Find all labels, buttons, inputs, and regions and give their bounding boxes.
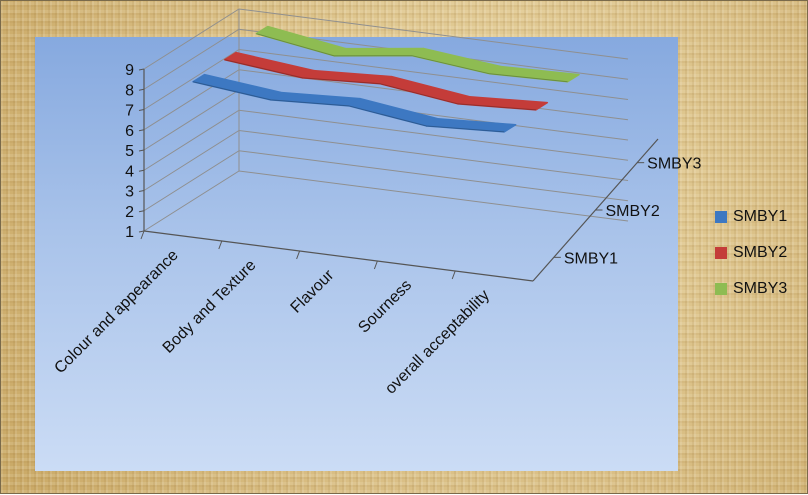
series-segment-smby3: [333, 47, 425, 57]
series-segment-smby1: [347, 97, 439, 127]
y-tick-label: 3: [125, 184, 134, 201]
y-tick-mark: [138, 169, 145, 172]
category-label: Flavour: [288, 266, 338, 316]
x-tick-mark: [218, 240, 223, 250]
x-tick-mark: [140, 230, 145, 240]
y-tick-mark: [138, 68, 145, 71]
legend-swatch-smby2: [715, 247, 727, 259]
y-tick-mark: [138, 210, 145, 213]
legend-label-smby2: SMBY2: [733, 244, 788, 261]
legend-item-smby1: SMBY1: [715, 199, 805, 235]
category-label: Body and Texture: [160, 257, 260, 357]
legend-item-smby2: SMBY2: [715, 235, 805, 271]
series-edge-smby2: [224, 59, 536, 111]
series-edge-smby3: [256, 33, 568, 83]
legend-label-smby1: SMBY1: [733, 208, 788, 225]
y-tick-mark: [138, 149, 145, 152]
legend-swatch-smby1: [715, 211, 727, 223]
depth-label: SMBY3: [647, 156, 701, 173]
y-tick-label: 2: [125, 204, 134, 221]
y-tick-label: 5: [125, 143, 134, 160]
legend-swatch-smby3: [715, 283, 727, 295]
gridline: [143, 8, 629, 70]
y-tick-label: 8: [125, 82, 134, 99]
gridline: [143, 150, 629, 212]
gridline: [143, 129, 629, 191]
series-segment-smby3: [489, 65, 580, 83]
gridline: [143, 89, 629, 151]
depth-label: SMBY1: [564, 250, 618, 267]
x-tick-mark: [373, 260, 378, 270]
x-tick-mark: [296, 250, 301, 260]
series-segment-smby1: [192, 73, 283, 101]
y-tick-label: 7: [125, 103, 134, 120]
series-segment-smby2: [379, 75, 471, 105]
y-tick-label: 4: [125, 163, 134, 180]
legend: SMBY1 SMBY2 SMBY3: [715, 199, 805, 307]
series-segment-smby2: [301, 69, 393, 85]
y-tick-mark: [138, 129, 145, 132]
depth-label: SMBY2: [606, 203, 660, 220]
gridline: [143, 170, 629, 232]
y-tick-label: 1: [125, 224, 134, 241]
y-tick-mark: [138, 109, 145, 111]
y-tick-label: 6: [125, 123, 134, 140]
plot-area: [35, 37, 678, 471]
y-tick-label: 9: [125, 62, 134, 79]
y-tick-mark: [138, 190, 145, 192]
series-layer: [192, 25, 580, 133]
legend-label-smby3: SMBY3: [733, 280, 788, 297]
series-segment-smby2: [457, 95, 549, 111]
legend-item-smby3: SMBY3: [715, 271, 805, 307]
series-edge-smby1: [192, 81, 505, 133]
series-segment-smby1: [270, 91, 361, 107]
gridline: [143, 109, 629, 171]
category-label: Colour and appearance: [51, 247, 181, 377]
category-label: Sourness: [355, 277, 415, 337]
y-tick-mark: [138, 88, 145, 91]
series-segment-smby1: [425, 118, 517, 133]
x-tick-mark: [451, 270, 456, 280]
y-tick-mark: [138, 230, 145, 233]
x-axis-line: [143, 230, 534, 282]
